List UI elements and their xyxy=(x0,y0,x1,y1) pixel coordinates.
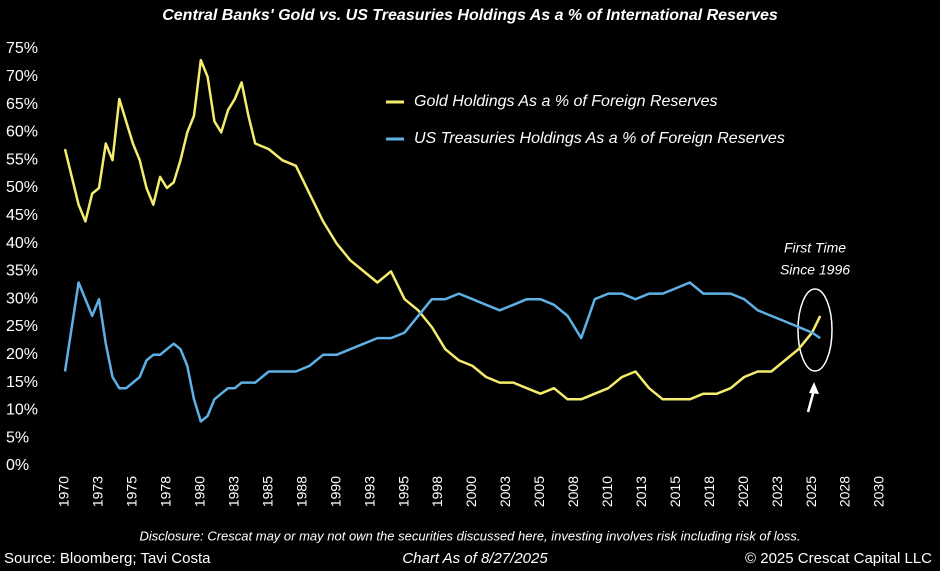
y-tick-label: 5% xyxy=(6,429,29,446)
date-note: Chart As of 8/27/2025 xyxy=(402,550,548,567)
arrow xyxy=(806,389,816,413)
disclosure: Disclosure: Crescat may or may not own t… xyxy=(139,528,800,543)
y-tick-label: 30% xyxy=(6,290,38,307)
y-tick-label: 65% xyxy=(6,96,38,113)
y-tick-label: 50% xyxy=(6,179,38,196)
x-tick-label: 2003 xyxy=(497,476,513,507)
series-line xyxy=(63,281,821,423)
copyright: © 2025 Crescat Capital LLC xyxy=(745,550,932,567)
y-tick-label: 0% xyxy=(6,457,29,474)
highlight-ellipse xyxy=(797,288,833,372)
x-tick-label: 1993 xyxy=(361,476,377,507)
y-tick-label: 75% xyxy=(6,40,38,57)
x-tick-label: 2013 xyxy=(633,476,649,507)
x-tick-label: 2015 xyxy=(667,476,683,507)
y-tick-label: 55% xyxy=(6,151,38,168)
x-tick-label: 2028 xyxy=(837,476,853,507)
x-tick-label: 2030 xyxy=(871,476,887,507)
y-tick-label: 20% xyxy=(6,346,38,363)
chart-title: Central Banks' Gold vs. US Treasuries Ho… xyxy=(162,7,778,24)
y-tick-label: 40% xyxy=(6,235,38,252)
y-tick-label: 15% xyxy=(6,374,38,391)
annotation: First Time xyxy=(784,240,846,256)
arrow-head xyxy=(809,382,819,394)
x-tick-label: 1988 xyxy=(293,476,309,507)
x-tick-label: 1975 xyxy=(124,476,140,507)
source: Source: Bloomberg; Tavi Costa xyxy=(4,550,211,567)
y-tick-label: 70% xyxy=(6,68,38,85)
legend-label: Gold Holdings As a % of Foreign Reserves xyxy=(414,93,718,110)
x-tick-label: 2018 xyxy=(701,476,717,507)
x-tick-label: 1995 xyxy=(395,476,411,507)
x-tick-label: 1990 xyxy=(327,476,343,507)
x-tick-label: 1978 xyxy=(158,476,174,507)
x-tick-label: 2023 xyxy=(769,476,785,507)
x-tick-label: 1970 xyxy=(56,476,72,507)
x-tick-label: 2005 xyxy=(531,476,547,507)
y-tick-label: 10% xyxy=(6,402,38,419)
x-tick-label: 1973 xyxy=(90,476,106,507)
series-line xyxy=(63,58,822,401)
x-tick-label: 2010 xyxy=(599,476,615,507)
x-tick-label: 1998 xyxy=(429,476,445,507)
x-tick-label: 1985 xyxy=(259,476,275,507)
legend-label: US Treasuries Holdings As a % of Foreign… xyxy=(414,130,785,147)
x-tick-label: 1980 xyxy=(192,476,208,507)
y-tick-label: 35% xyxy=(6,263,38,280)
y-tick-label: 25% xyxy=(6,318,38,335)
x-tick-label: 2008 xyxy=(565,476,581,507)
x-tick-label: 2000 xyxy=(463,476,479,507)
x-tick-label: 2025 xyxy=(803,476,819,507)
x-tick-label: 2020 xyxy=(735,476,751,507)
y-tick-label: 60% xyxy=(6,124,38,141)
x-tick-label: 1983 xyxy=(225,476,241,507)
y-tick-label: 45% xyxy=(6,207,38,224)
annotation: Since 1996 xyxy=(780,262,850,278)
